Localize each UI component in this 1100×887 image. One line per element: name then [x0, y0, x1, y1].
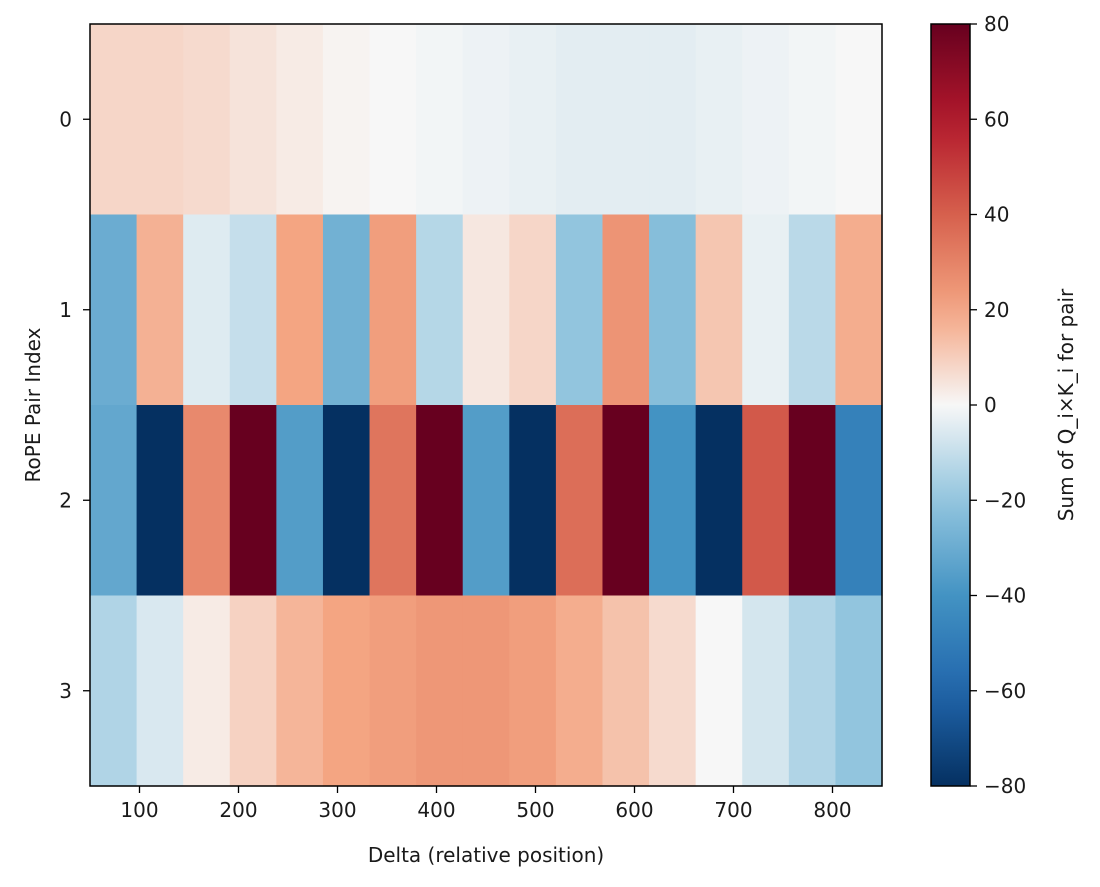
heatmap-cell — [462, 214, 510, 406]
colorbar-tick-label: −20 — [984, 488, 1026, 512]
heatmap-cell — [416, 405, 464, 597]
heatmap-cell — [602, 214, 650, 406]
heatmap-cell — [229, 405, 277, 597]
heatmap-cell — [276, 24, 324, 216]
colorbar-tick-label: −80 — [984, 774, 1026, 798]
colorbar-title: Sum of Q_i×K_i for pair — [1054, 288, 1078, 521]
heatmap-cell — [509, 214, 557, 406]
heatmap-cell — [649, 24, 697, 216]
heatmap-cell — [555, 405, 604, 597]
heatmap-cell — [555, 24, 604, 216]
y-axis: 0 1 2 3 — [59, 107, 90, 703]
heatmap-cell — [462, 24, 510, 216]
heatmap-cell — [416, 24, 464, 216]
y-axis-title: RoPE Pair Index — [21, 327, 45, 482]
heatmap-cell — [229, 214, 277, 406]
heatmap-cell — [183, 214, 231, 406]
heatmap-cell — [649, 595, 697, 787]
heatmap-cell — [835, 214, 883, 406]
heatmap-cell — [788, 24, 837, 216]
heatmap-cell — [602, 24, 650, 216]
heatmap-cell — [462, 405, 510, 597]
heatmap-cell — [695, 214, 743, 406]
heatmap-cell — [555, 595, 604, 787]
plot-frame — [89, 23, 883, 787]
heatmap-cell — [322, 24, 371, 216]
colorbar-tick-label: 80 — [984, 12, 1009, 36]
heatmap-cell — [695, 595, 743, 787]
x-tick-label: 300 — [318, 798, 356, 822]
heatmap-cell — [509, 595, 557, 787]
heatmap-cell — [369, 214, 417, 406]
heatmap-cell — [695, 24, 743, 216]
heatmap-cell — [183, 24, 231, 216]
heatmap-cell — [369, 24, 417, 216]
heatmap-cell — [136, 595, 184, 787]
heatmap-cell — [602, 405, 650, 597]
heatmap-cell — [742, 405, 790, 597]
colorbar-axis: 80 60 40 20 0 −20 −40 −60 −80 — [970, 12, 1026, 798]
x-tick-label: 800 — [813, 798, 851, 822]
heatmap-cell — [835, 24, 883, 216]
colorbar-tick-label: 0 — [984, 393, 997, 417]
x-tick-label: 700 — [714, 798, 752, 822]
heatmap-cell — [183, 595, 231, 787]
heatmap-cell — [276, 595, 324, 787]
heatmap-cell — [90, 405, 138, 597]
x-axis: 100 200 300 400 500 600 700 800 — [120, 786, 852, 822]
heatmap-cell — [555, 214, 604, 406]
colorbar — [930, 23, 971, 787]
colorbar-tick-label: −40 — [984, 584, 1026, 608]
heatmap-cell — [322, 405, 371, 597]
heatmap-cell — [183, 405, 231, 597]
heatmap-cell — [229, 595, 277, 787]
heatmap-cell — [788, 405, 837, 597]
colorbar-tick-label: −60 — [984, 679, 1026, 703]
heatmap-cell — [835, 405, 883, 597]
heatmap-cell — [276, 214, 324, 406]
heatmap-cell — [835, 595, 883, 787]
heatmap-cell — [136, 24, 184, 216]
x-tick-label: 500 — [516, 798, 554, 822]
x-tick-label: 200 — [219, 798, 257, 822]
heatmap-cell — [695, 405, 743, 597]
y-tick-label: 1 — [59, 298, 72, 322]
heatmap-cell — [322, 595, 371, 787]
heatmap-cell — [276, 405, 324, 597]
heatmap-cell — [742, 214, 790, 406]
heatmap-cell — [742, 24, 790, 216]
heatmap-cell — [649, 214, 697, 406]
y-tick-label: 2 — [59, 488, 72, 512]
heatmap-cell — [369, 405, 417, 597]
heatmap-cell — [509, 405, 557, 597]
heatmap-cell — [90, 595, 138, 787]
colorbar-tick-label: 40 — [984, 203, 1009, 227]
y-tick-label: 0 — [59, 107, 72, 131]
heatmap-cell — [90, 214, 138, 406]
heatmap-cell — [649, 405, 697, 597]
heatmap-cell — [416, 214, 464, 406]
heatmap-cell — [788, 214, 837, 406]
x-tick-label: 400 — [417, 798, 455, 822]
x-axis-title: Delta (relative position) — [368, 843, 604, 867]
heatmap-cell — [788, 595, 837, 787]
heatmap-cell — [369, 595, 417, 787]
heatmap-cell — [509, 24, 557, 216]
heatmap-cells — [90, 24, 883, 787]
heatmap-cell — [462, 595, 510, 787]
x-tick-label: 600 — [615, 798, 653, 822]
heatmap-cell — [90, 24, 138, 216]
heatmap-cell — [602, 595, 650, 787]
colorbar-tick-label: 60 — [984, 107, 1009, 131]
x-tick-label: 100 — [120, 798, 158, 822]
heatmap-cell — [742, 595, 790, 787]
colorbar-tick-label: 20 — [984, 298, 1009, 322]
heatmap-cell — [416, 595, 464, 787]
y-tick-label: 3 — [59, 679, 72, 703]
heatmap-cell — [322, 214, 371, 406]
heatmap-cell — [136, 405, 184, 597]
heatmap-cell — [136, 214, 184, 406]
heatmap-cell — [229, 24, 277, 216]
